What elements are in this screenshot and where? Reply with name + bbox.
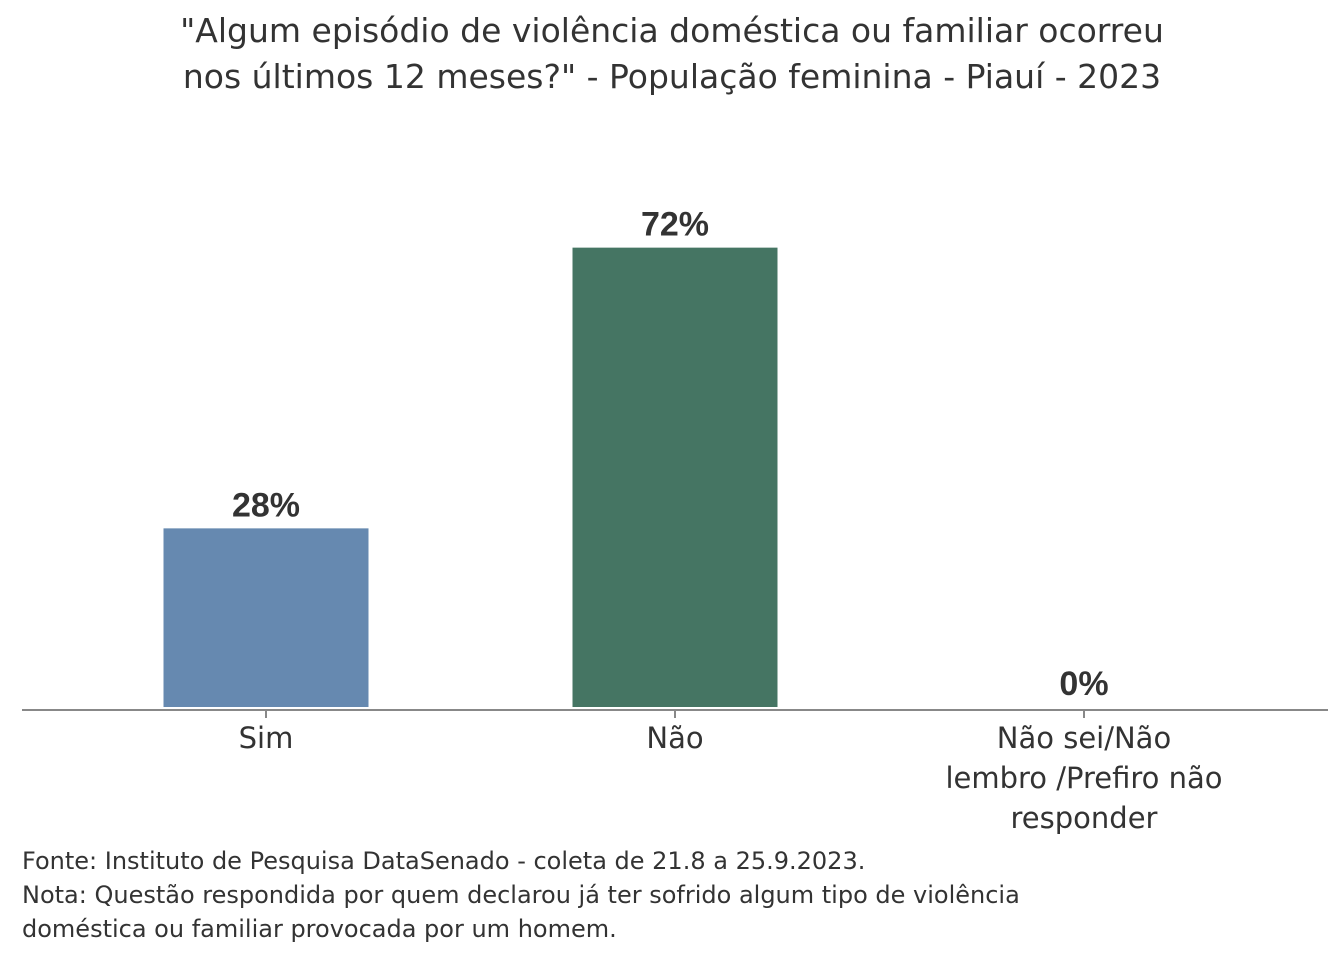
x-tick-label: lembro /Prefiro não: [945, 761, 1222, 795]
x-tick-label: Não: [646, 721, 703, 755]
bar: [163, 528, 369, 707]
source-note: Fonte: Instituto de Pesquisa DataSenado …: [22, 847, 866, 875]
chart-title: "Algum episódio de violência doméstica o…: [0, 8, 1344, 100]
data-label: 0%: [1059, 665, 1108, 703]
data-label: 28%: [232, 486, 300, 524]
footnote-line: doméstica ou familiar provocada por um h…: [22, 915, 617, 943]
bar: [572, 247, 778, 707]
x-tick-label: Sim: [239, 721, 294, 755]
x-tick-label: Não sei/Não: [997, 721, 1171, 755]
chart-title-line: nos últimos 12 meses?" - População femin…: [182, 57, 1162, 96]
data-label: 72%: [641, 206, 709, 244]
x-tick-label: responder: [1011, 801, 1158, 835]
chart-title-line: "Algum episódio de violência doméstica o…: [180, 11, 1164, 50]
footnote-line: Nota: Questão respondida por quem declar…: [22, 881, 1020, 909]
